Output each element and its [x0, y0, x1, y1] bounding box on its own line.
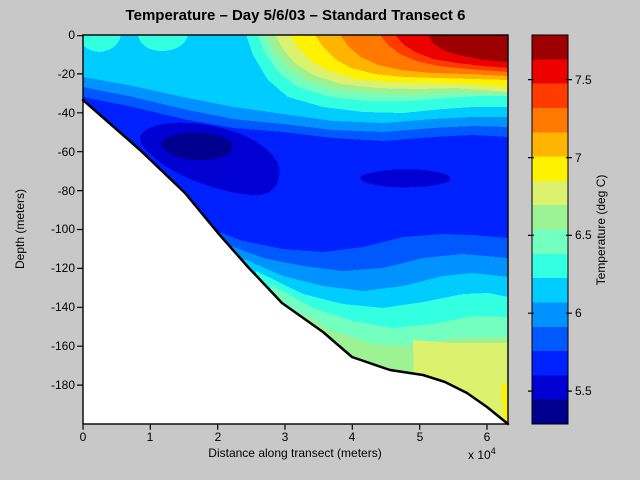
colorbar-swatch: [532, 229, 568, 254]
exponent-base: x 10: [468, 448, 491, 462]
colorbar-tick-label: 7.5: [575, 73, 592, 87]
band-c11-deep-sliver: [501, 383, 508, 422]
colorbar-swatch: [532, 83, 568, 108]
colorbar-tick-label: 5.5: [575, 384, 592, 398]
x-axis-exponent: x 104: [468, 443, 496, 463]
colorbar-swatch: [532, 107, 568, 133]
colorbar-swatch: [532, 399, 568, 424]
exponent-power: 4: [490, 446, 496, 456]
colorbar-swatch: [532, 302, 568, 327]
axes-box: [82, 34, 509, 425]
y-axis-label: Depth (meters): [13, 188, 27, 270]
colorbar-swatch: [532, 132, 568, 157]
colorbar-swatch: [532, 253, 568, 279]
surface-patch-c7-b: [138, 35, 188, 51]
y-tick-label: -60: [57, 145, 75, 159]
colorbar-box: [531, 34, 569, 425]
x-tick-label: 2: [214, 430, 222, 444]
colorbar-swatch: [532, 351, 568, 376]
colorbar-swatch: [532, 156, 568, 181]
colorbar-swatch: [532, 35, 568, 60]
colorbar-swatch: [532, 59, 568, 84]
seafloor-line: [81, 98, 510, 426]
cold-core-c1: [161, 132, 233, 161]
colorbar-swatch: [532, 375, 568, 400]
surface-patch-c7-a: [83, 35, 121, 52]
colorbar-swatch: [532, 205, 568, 230]
y-axis-ticks: [77, 35, 83, 386]
colorbar-ticks: [528, 79, 572, 392]
colorbar-tick-label: 6.5: [575, 228, 592, 242]
colorbar-axis-label: Temperature (deg C): [594, 174, 608, 286]
x-tick-label: 3: [281, 430, 289, 444]
y-tick-label: -80: [57, 184, 75, 198]
x-axis-label: Distance along transect (meters): [208, 446, 382, 460]
colorbar-swatch: [532, 326, 568, 352]
x-tick-label: 4: [348, 430, 356, 444]
colorbar-swatch: [532, 180, 568, 206]
colorbar-swatch: [532, 278, 568, 303]
y-tick-label: -20: [57, 67, 75, 81]
band-c16-hot-core: [428, 35, 508, 62]
x-tick-label: 6: [483, 430, 491, 444]
x-axis-ticks: [82, 424, 488, 430]
y-tick-label: -160: [50, 339, 75, 353]
x-tick-label: 5: [416, 430, 424, 444]
colorbar-tick-label: 6: [575, 306, 582, 320]
colorbar: [528, 34, 572, 425]
plot-title: Temperature – Day 5/6/03 – Standard Tran…: [125, 7, 466, 24]
x-tick-label: 0: [79, 430, 87, 444]
x-tick-label: 1: [146, 430, 154, 444]
y-tick-label: -40: [57, 106, 75, 120]
plot-area: [81, 35, 510, 426]
y-tick-label: -180: [50, 378, 75, 392]
colorbar-tick-label: 7: [575, 151, 582, 165]
y-tick-label: -140: [50, 300, 75, 314]
cold-lens-c2: [360, 169, 451, 188]
y-tick-label: 0: [68, 28, 75, 42]
below-seafloor-fill: [83, 100, 508, 424]
y-tick-label: -100: [50, 222, 75, 236]
y-tick-label: -120: [50, 261, 75, 275]
